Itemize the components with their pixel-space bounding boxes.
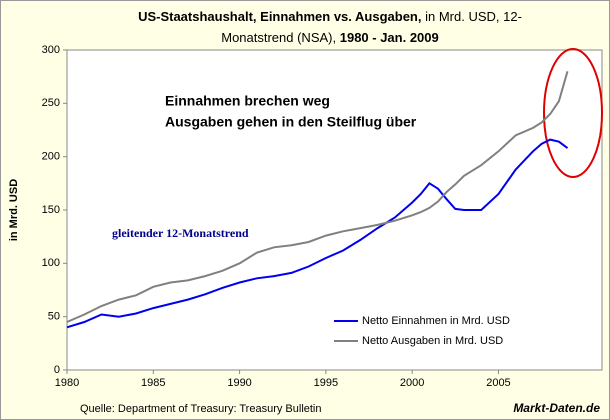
chart-title: Monatstrend (NSA), 1980 - Jan. 2009: [221, 30, 439, 45]
line-series: [66, 71, 569, 323]
y-tick-label: 200: [42, 151, 60, 163]
source: Quelle: Department of Treasury: Treasury…: [80, 403, 322, 415]
x-tick-label: 2005: [486, 377, 510, 389]
x-tick-label: 1995: [314, 377, 338, 389]
y-tick-label: 0: [54, 364, 60, 376]
chart-title: US-Staatshaushalt, Einnahmen vs. Ausgabe…: [138, 9, 522, 24]
y-tick-label: 150: [42, 204, 60, 216]
annotation: Ausgaben gehen in den Steilflug über: [165, 114, 417, 130]
y-tick-label: 50: [48, 311, 60, 323]
title-part: US-Staatshaushalt, Einnahmen vs. Ausgabe…: [138, 9, 421, 24]
legend-label: Netto Einnahmen in Mrd. USD: [362, 315, 510, 327]
y-tick-label: 250: [42, 97, 60, 109]
legend-label: Netto Ausgaben in Mrd. USD: [362, 335, 503, 347]
x-tick-label: 1980: [55, 377, 79, 389]
brand: Markt-Daten.de: [513, 401, 600, 415]
x-tick-label: 1990: [227, 377, 251, 389]
title-part: 1980 - Jan. 2009: [340, 30, 439, 45]
y-axis-label: in Mrd. USD: [8, 179, 20, 241]
title-part: Monatstrend (NSA),: [221, 30, 336, 45]
plot-area: [66, 49, 603, 371]
annotation: gleitender 12-Monatstrend: [112, 226, 249, 240]
highlight-ellipse: [543, 48, 603, 178]
title-part: in Mrd. USD, 12-: [425, 9, 522, 24]
annotation: Einnahmen brechen weg: [165, 93, 330, 109]
y-tick-label: 100: [42, 257, 60, 269]
x-tick-label: 2000: [400, 377, 424, 389]
y-tick-label: 300: [42, 44, 60, 56]
line-series: [66, 138, 569, 329]
x-tick-label: 1985: [141, 377, 165, 389]
